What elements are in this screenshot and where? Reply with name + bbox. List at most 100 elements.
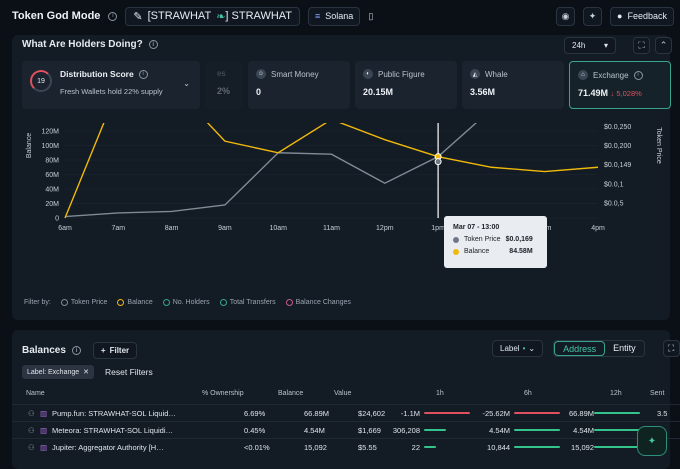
- token-name-suffix: ] STRAWHAT: [225, 10, 293, 22]
- row-6h-bar: [514, 412, 560, 414]
- row-ownership: <0.01%: [244, 443, 270, 452]
- legend-token-price[interactable]: Token Price: [60, 299, 107, 306]
- tooltip-price-value: $0.0,169: [505, 236, 533, 243]
- row-name[interactable]: Pump.fun: STRAWHAT-SOL Liquid…: [52, 409, 176, 418]
- row-12h-bar: [594, 446, 640, 448]
- pencil-icon: ✎: [133, 10, 143, 23]
- token-name: [STRAWHAT: [147, 10, 212, 22]
- row-name[interactable]: Jupiter: Aggregator Authority [H…: [52, 443, 164, 452]
- info-icon[interactable]: i: [108, 11, 118, 21]
- row-ownership: 6.69%: [244, 409, 266, 418]
- reset-filters-button[interactable]: Reset Filters: [105, 367, 153, 377]
- address-tab[interactable]: Address: [554, 341, 606, 356]
- info-icon[interactable]: i: [138, 69, 148, 79]
- smart-money-label: Smart Money: [271, 69, 319, 79]
- row-1h-bar: [424, 446, 436, 448]
- chevron-down-icon: ▾: [603, 41, 608, 50]
- col-1h[interactable]: 1h: [436, 390, 444, 397]
- y-tick-label: 60M: [45, 172, 59, 179]
- col-sent[interactable]: Sent: [650, 390, 665, 397]
- info-icon[interactable]: i: [633, 70, 643, 80]
- close-icon[interactable]: ✕: [83, 369, 90, 376]
- entity-type-icon: ⚇: [28, 409, 35, 418]
- balances-controls: Label • ⌄ Address Entity ⛶: [492, 340, 680, 357]
- distribution-card[interactable]: 19 Distribution Score i Fresh Wallets ho…: [22, 61, 200, 109]
- exchange-card[interactable]: ⌂ Exchange i 71.49M ↓ 5,028%: [569, 61, 671, 109]
- col-name[interactable]: Name: [26, 390, 45, 397]
- filter-tag[interactable]: Label: Exchange ✕: [22, 365, 95, 379]
- tooltip-date: Mar 07 - 13:00: [453, 224, 500, 231]
- y-axis-label: Balance: [26, 133, 33, 158]
- balances-panel: Balances i + Filter Label • ⌄ Address Entit…: [12, 330, 680, 469]
- tooltip-balance-value: 84.58M: [509, 248, 533, 255]
- token-selector[interactable]: ✎ [STRAWHAT ❧ ] STRAWHAT: [125, 6, 301, 26]
- sparkle-icon: ✦: [647, 435, 657, 447]
- view-toggle: Address Entity: [553, 340, 645, 357]
- filter-tag-label: Label: Exchange: [27, 368, 80, 376]
- partial-card[interactable]: es 2%: [205, 61, 243, 109]
- y2-tick-label: $0.0,250: [604, 124, 631, 131]
- tooltip-balance-label: Balance: [464, 248, 490, 255]
- col-balance[interactable]: Balance: [278, 390, 304, 397]
- col-ownership[interactable]: % Ownership: [202, 390, 244, 397]
- partial-label: es: [217, 69, 226, 78]
- exchange-change: ↓ 5,028%: [610, 89, 642, 98]
- balances-title: Balances: [22, 345, 66, 356]
- smart-money-card[interactable]: ☺ Smart Money 0: [248, 61, 350, 109]
- watch-icon[interactable]: ◉: [556, 6, 576, 26]
- copy-icon[interactable]: ▯: [368, 10, 374, 21]
- legend-transfers[interactable]: Total Transfers: [219, 299, 276, 306]
- filter-button[interactable]: + Filter: [92, 342, 138, 359]
- pin-icon[interactable]: ✦: [583, 6, 603, 26]
- x-tick-label: 4pm: [591, 225, 605, 232]
- table-row[interactable]: ⚇ ▥ Pump.fun: STRAWHAT-SOL Liquid… 6.69% 66.…: [12, 404, 680, 420]
- feedback-label: Feedback: [627, 11, 667, 21]
- public-figure-card[interactable]: ◐ Public Figure 20.15M: [355, 61, 457, 109]
- row-12h-bar: [594, 412, 640, 414]
- chevron-down-icon: ⌄: [183, 79, 190, 88]
- timeframe-value: 24h: [572, 41, 586, 50]
- label-select[interactable]: Label • ⌄: [492, 340, 544, 357]
- entity-tab[interactable]: Entity: [613, 343, 636, 353]
- assistant-button[interactable]: ✦: [637, 426, 667, 456]
- row-1h-bar: [424, 412, 470, 414]
- legend-balance[interactable]: Balance: [117, 299, 153, 306]
- y-tick-label: 80M: [45, 158, 59, 165]
- col-6h[interactable]: 6h: [524, 390, 532, 397]
- exchange-value: 71.49M: [578, 88, 609, 98]
- chain-selector[interactable]: ≡ Solana: [308, 6, 361, 26]
- holders-header: What Are Holders Doing? i: [22, 39, 158, 50]
- public-figure-value: 20.15M: [363, 87, 394, 97]
- col-12h[interactable]: 12h: [610, 390, 622, 397]
- label-icon: ▥: [40, 426, 48, 435]
- whale-card[interactable]: ◭ Whale 3.56M: [462, 61, 564, 109]
- legend-holders-label: No. Holders: [172, 299, 210, 306]
- timeframe-select[interactable]: 24h ▾: [564, 37, 616, 54]
- table-row[interactable]: ⚇ ▥ Meteora: STRAWHAT-SOL Liquidi… 0.45% 4.5…: [12, 421, 680, 437]
- collapse-icon[interactable]: ⌃: [655, 37, 672, 54]
- info-icon[interactable]: i: [71, 346, 81, 355]
- legend-balance-changes[interactable]: Balance Changes: [285, 299, 351, 306]
- row-name[interactable]: Meteora: STRAWHAT-SOL Liquidi…: [52, 426, 174, 435]
- holders-chart[interactable]: 200M180M160M140M120M100M80M60M40M20M0$0.…: [12, 123, 670, 293]
- row-12h: 66.89M: [568, 409, 594, 418]
- chat-icon: ●: [617, 11, 623, 21]
- y-tick-label: 120M: [41, 129, 59, 136]
- legend-holders[interactable]: No. Holders: [162, 299, 210, 306]
- feedback-button[interactable]: ● Feedback: [610, 6, 674, 26]
- filter-label: Filter: [109, 346, 130, 355]
- row-12h-bar: [594, 429, 640, 431]
- label-select-value: Label: [500, 344, 520, 353]
- col-value[interactable]: Value: [334, 390, 352, 397]
- info-icon[interactable]: i: [148, 40, 158, 49]
- exchange-icon: ⌂: [578, 70, 588, 80]
- expand-icon[interactable]: ⛶: [633, 37, 650, 54]
- x-tick-label: 8am: [165, 225, 179, 232]
- expand-icon[interactable]: ⛶: [662, 340, 680, 357]
- row-balance: 15,092: [304, 443, 327, 452]
- x-tick-label: 11am: [323, 225, 340, 232]
- entity-type-icon: ⚇: [28, 443, 35, 452]
- row-6h-bar: [514, 429, 560, 431]
- row-1h: 22: [411, 443, 420, 452]
- table-row[interactable]: ⚇ ▥ Jupiter: Aggregator Authority [H… <0.01…: [12, 438, 680, 454]
